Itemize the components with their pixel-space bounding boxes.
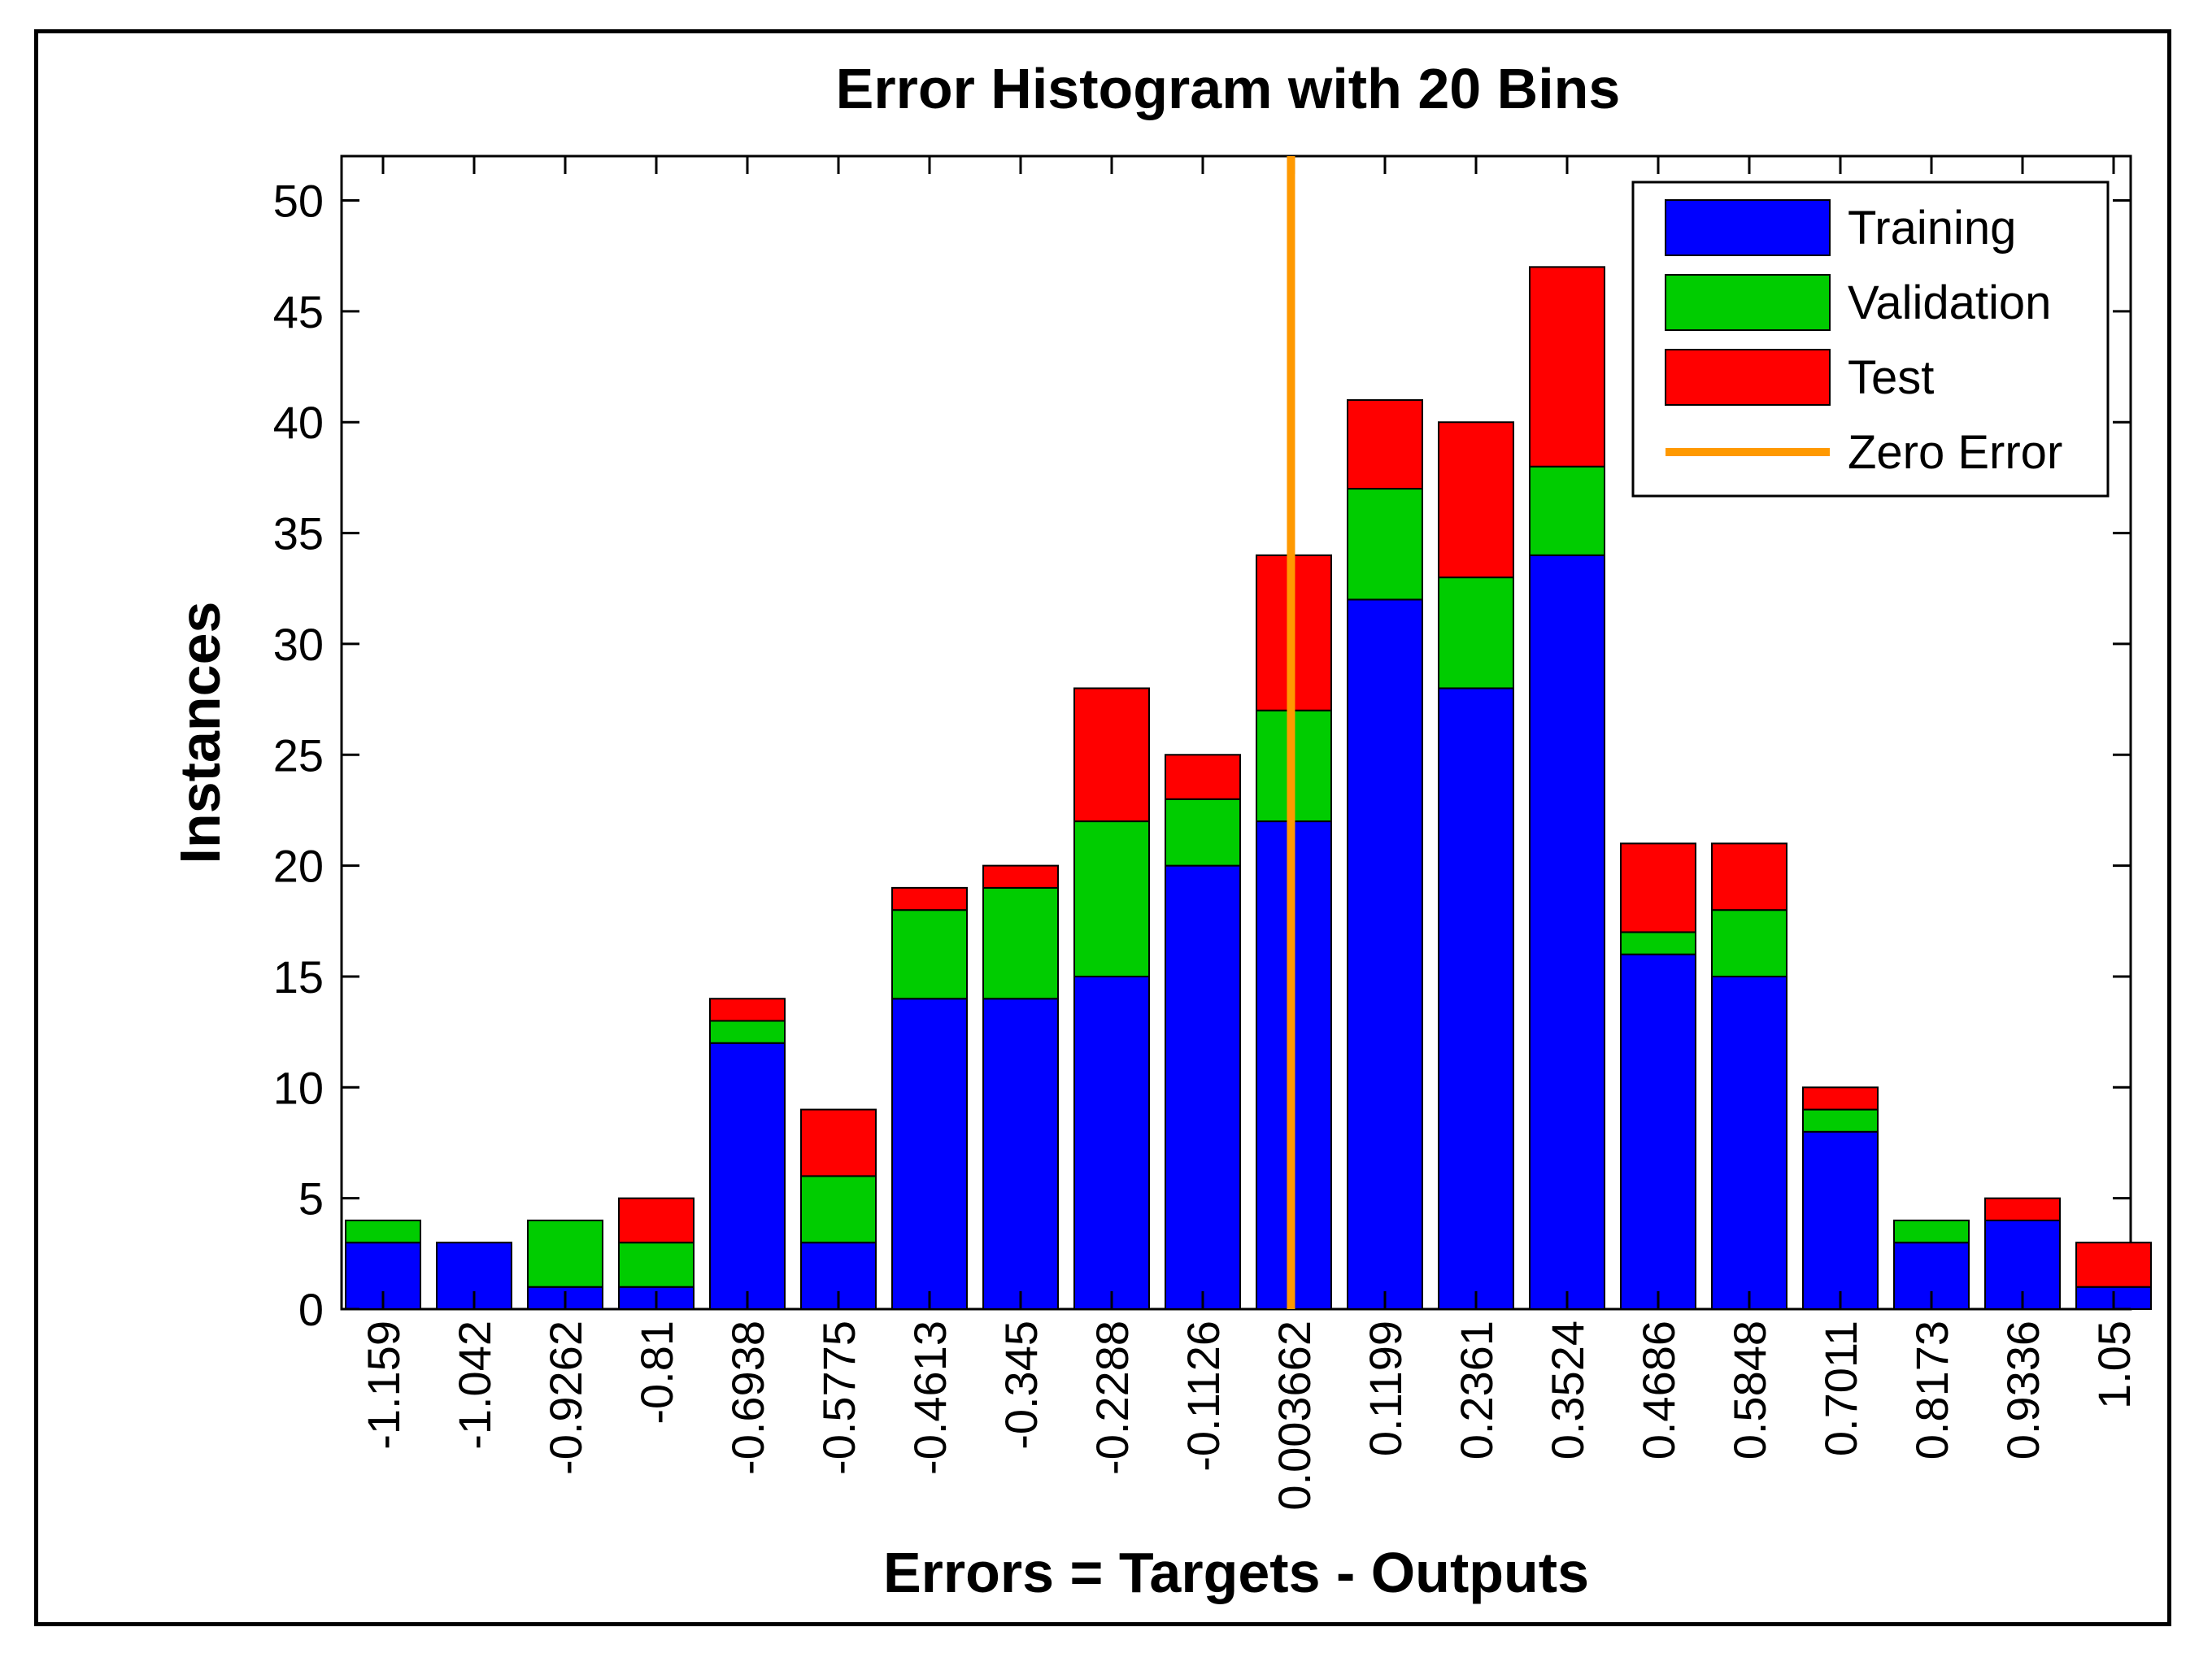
bar-training-7: [982, 998, 1059, 1310]
bar-training-12: [1438, 687, 1514, 1310]
x-tick-label: -0.81: [631, 1320, 682, 1425]
x-tick-label: 0.1199: [1360, 1320, 1411, 1456]
x-tick-label: 0.9336: [1997, 1320, 2049, 1460]
x-tick-label: -0.345: [995, 1320, 1047, 1450]
bar-validation-7: [982, 886, 1059, 1000]
x-tick-label: -1.159: [358, 1320, 409, 1450]
bar-validation-14: [1620, 931, 1696, 955]
bar-validation-12: [1438, 576, 1514, 690]
x-axis: -1.159 -1.042 -0.9262 -0.81 -0.6938 -0.5775 -0…: [358, 156, 2140, 1511]
y-tick-label: 0: [298, 1284, 324, 1335]
x-tick-label: 0.8173: [1906, 1320, 1957, 1460]
bar-validation-9: [1165, 798, 1241, 867]
chart-title: Error Histogram with 20 Bins: [836, 57, 1621, 120]
y-tick-label: 5: [298, 1173, 324, 1225]
bar-training-16: [1802, 1130, 1879, 1311]
legend-swatch-training: [1665, 199, 1831, 256]
y-axis-label: Instances: [168, 602, 232, 864]
y-axis: 0 5 10 15 20 25 30 35 40 45 50: [273, 176, 2131, 1335]
bar-training-4: [709, 1042, 786, 1311]
bar-training-9: [1165, 864, 1241, 1310]
bar-test-4: [709, 998, 786, 1022]
bar-training-15: [1711, 975, 1787, 1310]
y-tick-label: 35: [273, 508, 324, 559]
y-tick-label: 15: [273, 951, 324, 1003]
y-tick-label: 20: [273, 841, 324, 892]
x-tick-label: 0.003662: [1269, 1320, 1320, 1511]
bar-test-6: [891, 886, 968, 911]
bar-test-15: [1711, 842, 1787, 911]
bar-training-11: [1347, 598, 1423, 1310]
y-tick-label: 45: [273, 286, 324, 337]
legend-label: Test: [1848, 351, 1934, 404]
bar-training-18: [1984, 1219, 2061, 1311]
bar-validation-11: [1347, 488, 1423, 601]
bar-test-5: [800, 1108, 877, 1177]
bar-training-14: [1620, 953, 1696, 1310]
bar-test-3: [618, 1197, 695, 1244]
x-axis-label: Errors = Targets - Outputs: [883, 1541, 1589, 1604]
bar-validation-2: [527, 1219, 603, 1288]
x-tick-label: -0.6938: [722, 1320, 773, 1475]
x-tick-label: 0.5848: [1724, 1320, 1775, 1460]
bar-test-16: [1802, 1086, 1879, 1111]
legend-label: Training: [1848, 202, 2016, 255]
bar-test-9: [1165, 754, 1241, 800]
bar-test-11: [1347, 398, 1423, 490]
x-tick-label: 0.7011: [1815, 1320, 1866, 1456]
bar-validation-4: [709, 1020, 786, 1044]
bar-test-13: [1529, 266, 1605, 468]
legend-label: Zero Error: [1848, 426, 2062, 479]
bar-validation-5: [800, 1175, 877, 1244]
legend-swatch-test: [1665, 349, 1831, 406]
x-tick-label: 1.05: [2088, 1320, 2140, 1409]
legend-label: Validation: [1848, 276, 2051, 329]
bar-test-8: [1073, 687, 1150, 823]
x-tick-label: -1.042: [449, 1320, 500, 1450]
x-tick-label: -0.2288: [1086, 1320, 1138, 1475]
bar-validation-16: [1802, 1108, 1879, 1133]
bar-test-7: [982, 864, 1059, 889]
x-tick-label: 0.2361: [1451, 1320, 1502, 1460]
bar-training-13: [1529, 554, 1605, 1310]
legend-swatch-validation: [1665, 274, 1831, 331]
bar-test-12: [1438, 421, 1514, 579]
y-tick-label: 25: [273, 729, 324, 781]
y-tick-label: 40: [273, 397, 324, 448]
bar-training-8: [1073, 975, 1150, 1310]
bar-validation-17: [1893, 1219, 1970, 1244]
bar-validation-3: [618, 1242, 695, 1288]
x-tick-label: 0.4686: [1633, 1320, 1684, 1460]
x-tick-label: -0.1126: [1178, 1320, 1229, 1472]
bar-test-19: [2075, 1242, 2152, 1288]
y-tick-label: 30: [273, 619, 324, 670]
x-tick-label: -0.4613: [904, 1320, 956, 1475]
bar-validation-6: [891, 909, 968, 1000]
x-tick-label: -0.5775: [813, 1320, 864, 1475]
bar-test-14: [1620, 842, 1696, 933]
bar-validation-15: [1711, 909, 1787, 977]
bar-validation-13: [1529, 465, 1605, 556]
bar-test-18: [1984, 1197, 2061, 1221]
x-tick-label: -0.9262: [540, 1320, 591, 1475]
y-tick-label: 10: [273, 1062, 324, 1113]
y-tick-label: 50: [273, 176, 324, 227]
bar-validation-8: [1073, 820, 1150, 977]
bar-training-6: [891, 998, 968, 1310]
bar-validation-0: [345, 1219, 421, 1244]
legend: Training Validation Test Zero Error: [1631, 181, 2110, 498]
x-tick-label: 0.3524: [1542, 1320, 1593, 1460]
